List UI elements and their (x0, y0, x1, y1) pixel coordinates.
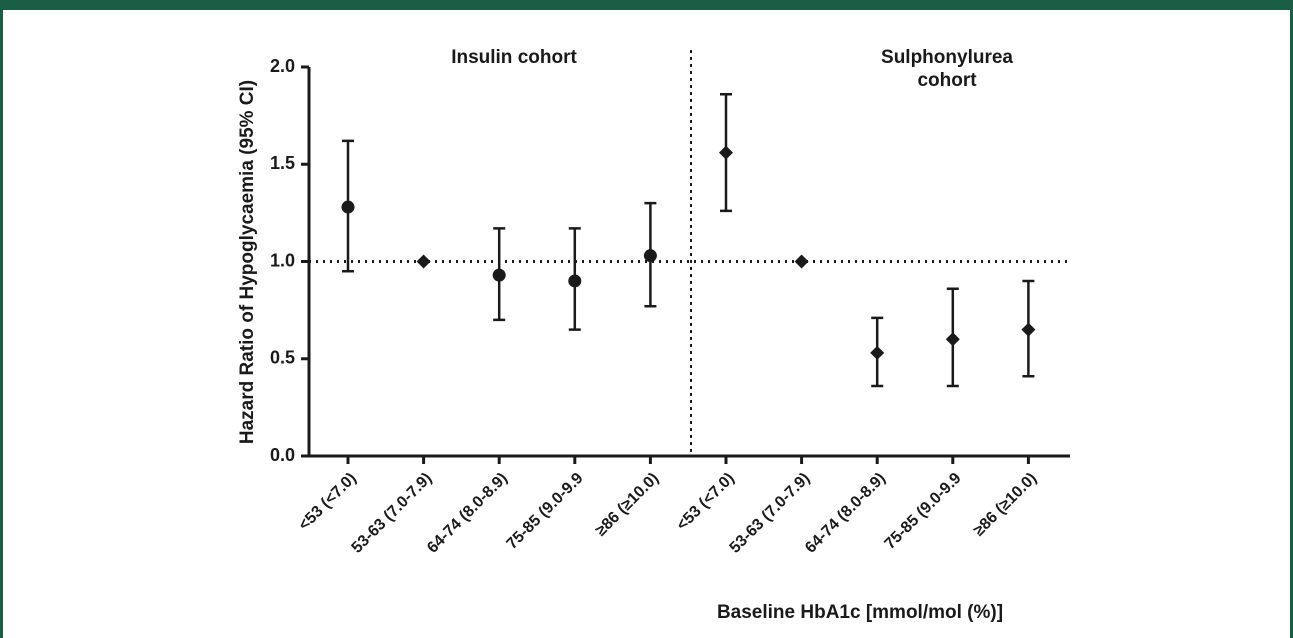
x-tick-label: <53 (<7.0) (674, 470, 738, 534)
y-tick-label: 2.0 (270, 56, 295, 76)
x-tick-label: 53-63 (7.0-7.9) (349, 470, 436, 557)
point (416, 254, 431, 269)
x-tick-label: 64-74 (8.0-8.9) (802, 470, 889, 557)
x-tick-label: 64-74 (8.0-8.9) (424, 470, 511, 557)
x-tick-label: ≥86 (≥10.0) (592, 470, 662, 540)
x-tick-label: <53 (<7.0) (296, 470, 360, 534)
point (794, 254, 809, 269)
x-tick-label: 75-85 (9.0-9.9 (882, 470, 965, 553)
point (341, 200, 355, 214)
point (1021, 322, 1036, 337)
point (643, 249, 657, 263)
y-tick-label: 1.0 (270, 250, 295, 270)
point (870, 345, 885, 360)
point (945, 332, 960, 347)
x-tick-label: 75-85 (9.0-9.9 (504, 470, 587, 553)
cohort-label: Insulin cohort (451, 47, 577, 68)
point (719, 145, 733, 160)
y-tick-label: 0.5 (270, 348, 295, 368)
x-axis-label: Baseline HbA1c [mmol/mol (%)] (717, 602, 1003, 623)
point (492, 268, 506, 282)
cohort-label: Sulphonylurea cohort (881, 47, 1013, 91)
x-tick-label: 53-63 (7.0-7.9) (727, 470, 814, 557)
y-tick-label: 0.0 (270, 445, 295, 465)
x-tick-label: ≥86 (≥10.0) (970, 470, 1040, 540)
y-axis-label: Hazard Ratio of Hypoglycaemia (95% CI) (237, 80, 258, 444)
point (568, 274, 582, 288)
y-tick-label: 1.5 (270, 153, 295, 173)
